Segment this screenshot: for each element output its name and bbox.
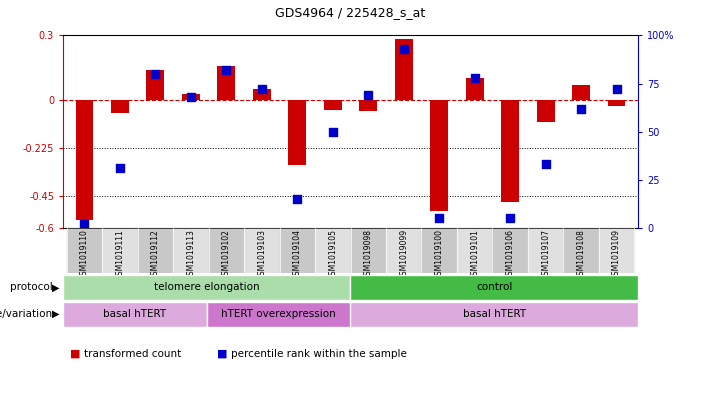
Text: GSM1019112: GSM1019112 xyxy=(151,229,160,280)
Bar xyxy=(599,228,634,273)
Point xyxy=(256,86,267,92)
Point xyxy=(576,105,587,112)
Point xyxy=(469,75,480,81)
Text: basal hTERT: basal hTERT xyxy=(103,309,167,319)
Text: GSM1019108: GSM1019108 xyxy=(577,229,585,280)
Bar xyxy=(63,302,207,327)
Bar xyxy=(386,228,421,273)
Bar xyxy=(501,99,519,202)
Bar xyxy=(466,78,484,99)
Text: GSM1019113: GSM1019113 xyxy=(186,229,196,280)
Bar xyxy=(102,228,137,273)
Bar xyxy=(430,99,448,211)
Bar xyxy=(395,39,413,99)
Text: hTERT overexpression: hTERT overexpression xyxy=(222,309,336,319)
Point xyxy=(611,86,622,92)
Bar xyxy=(67,228,102,273)
Text: protocol: protocol xyxy=(10,283,53,292)
Bar xyxy=(528,228,564,273)
Bar xyxy=(173,228,209,273)
Bar xyxy=(315,228,350,273)
Bar xyxy=(209,228,244,273)
Text: GSM1019110: GSM1019110 xyxy=(80,229,89,280)
Text: telomere elongation: telomere elongation xyxy=(154,283,259,292)
Bar xyxy=(182,94,200,99)
Point xyxy=(434,215,445,221)
Bar xyxy=(217,66,235,99)
Point xyxy=(362,92,374,98)
Bar xyxy=(207,302,350,327)
Text: basal hTERT: basal hTERT xyxy=(463,309,526,319)
Text: GSM1019109: GSM1019109 xyxy=(612,229,621,280)
Text: GSM1019106: GSM1019106 xyxy=(505,229,515,280)
Text: ▶: ▶ xyxy=(52,283,60,292)
Bar xyxy=(280,228,315,273)
Text: transformed count: transformed count xyxy=(84,349,182,359)
Bar xyxy=(111,99,129,114)
Bar xyxy=(244,228,280,273)
Text: GSM1019101: GSM1019101 xyxy=(470,229,479,280)
Text: ▶: ▶ xyxy=(52,309,60,319)
Text: GDS4964 / 225428_s_at: GDS4964 / 225428_s_at xyxy=(275,6,426,19)
Bar xyxy=(63,275,350,300)
Text: percentile rank within the sample: percentile rank within the sample xyxy=(231,349,407,359)
Bar xyxy=(421,228,457,273)
Bar xyxy=(360,99,377,111)
Text: GSM1019111: GSM1019111 xyxy=(116,229,124,280)
Bar xyxy=(147,70,164,99)
Bar xyxy=(324,99,341,110)
Bar xyxy=(137,228,173,273)
Point xyxy=(398,46,409,52)
Point xyxy=(114,165,125,171)
Bar xyxy=(572,84,590,99)
Point xyxy=(221,67,232,73)
Text: genotype/variation: genotype/variation xyxy=(0,309,53,319)
Point xyxy=(150,71,161,77)
Bar xyxy=(457,228,492,273)
Bar xyxy=(288,99,306,165)
Bar xyxy=(537,99,554,122)
Bar xyxy=(253,89,271,99)
Point xyxy=(505,215,516,221)
Point xyxy=(79,221,90,227)
Text: GSM1019107: GSM1019107 xyxy=(541,229,550,280)
Point xyxy=(292,196,303,202)
Bar xyxy=(76,99,93,220)
Text: GSM1019104: GSM1019104 xyxy=(293,229,301,280)
Bar xyxy=(350,302,638,327)
Text: control: control xyxy=(476,283,512,292)
Bar xyxy=(350,275,638,300)
Point xyxy=(540,161,551,167)
Text: GSM1019102: GSM1019102 xyxy=(222,229,231,280)
Text: ■: ■ xyxy=(217,349,228,359)
Text: GSM1019105: GSM1019105 xyxy=(328,229,337,280)
Bar xyxy=(492,228,528,273)
Text: GSM1019099: GSM1019099 xyxy=(400,229,408,281)
Bar xyxy=(564,228,599,273)
Point xyxy=(185,94,196,100)
Text: GSM1019100: GSM1019100 xyxy=(435,229,444,280)
Bar xyxy=(350,228,386,273)
Bar xyxy=(608,99,625,106)
Point xyxy=(327,129,339,135)
Text: ■: ■ xyxy=(70,349,81,359)
Text: GSM1019103: GSM1019103 xyxy=(257,229,266,280)
Text: GSM1019098: GSM1019098 xyxy=(364,229,373,280)
